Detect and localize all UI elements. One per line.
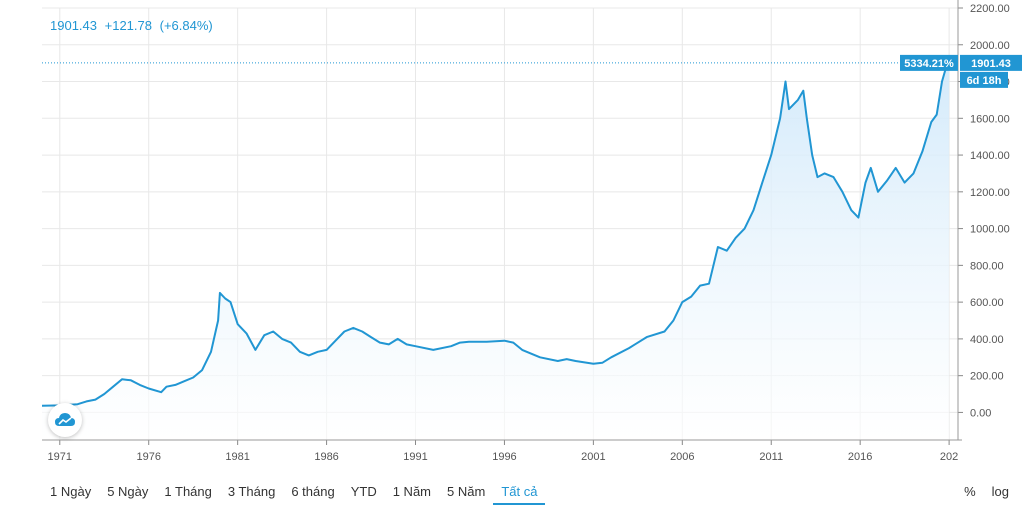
- y-tick-label: 1000.00: [970, 224, 1010, 236]
- x-tick-label: 2006: [670, 451, 694, 463]
- x-tick-label: 202: [940, 451, 958, 463]
- range-button-5[interactable]: YTD: [350, 483, 377, 499]
- x-tick-label: 1981: [225, 451, 249, 463]
- y-tick-label: 1200.00: [970, 187, 1010, 199]
- price-change: +121.78: [104, 18, 152, 33]
- countdown-tag-label: 6d 18h: [967, 75, 1002, 87]
- current-price: 1901.43: [50, 18, 97, 33]
- price-tag: [960, 54, 1022, 71]
- x-tick-label: 1976: [136, 451, 160, 463]
- x-tick-label: 2001: [581, 451, 605, 463]
- countdown-tag: [960, 71, 1008, 88]
- x-tick-label: 1986: [314, 451, 338, 463]
- chart-svg: 0.00 200.00 400.00 600.00 800.00 1000.00 1200.…: [41, 0, 1022, 463]
- y-tick-label: 1400.00: [970, 150, 1010, 162]
- log-scale-button[interactable]: log: [991, 483, 1009, 499]
- x-tick-label: 1971: [48, 451, 72, 463]
- range-button-0[interactable]: 1 Ngày: [50, 483, 92, 499]
- range-button-4[interactable]: 6 tháng: [291, 483, 335, 499]
- area-fill: [42, 62, 950, 441]
- percent-tag-label: 5334.21%: [904, 58, 954, 70]
- y-tick-label: 600.00: [970, 297, 1004, 309]
- x-tick-label: 2016: [848, 451, 872, 463]
- price-tags: 5334.21% 1901.43 6d 18h: [42, 54, 1022, 88]
- y-tick-label: 400.00: [970, 334, 1004, 346]
- price-change-percent: (+6.84%): [159, 18, 213, 33]
- price-summary: 1901.43 +121.78 (+6.84%): [50, 18, 217, 33]
- y-tick-label: 1600.00: [970, 113, 1010, 125]
- y-tick-label: 0.00: [970, 407, 991, 419]
- y-tick-label: 200.00: [970, 371, 1004, 383]
- cloud-icon[interactable]: [48, 403, 82, 437]
- percent-tag: [900, 54, 958, 71]
- range-button-1[interactable]: 5 Ngày: [107, 483, 149, 499]
- y-tick-label: 2000.00: [970, 40, 1010, 52]
- range-button-3[interactable]: 3 Tháng: [227, 483, 276, 499]
- range-button-7[interactable]: 5 Năm: [447, 483, 486, 499]
- range-button-6[interactable]: 1 Năm: [392, 483, 432, 499]
- y-tick-label: 2200.00: [970, 3, 1010, 15]
- range-button-8[interactable]: Tất cả: [493, 478, 546, 505]
- x-tick-label: 1996: [492, 451, 516, 463]
- range-selector: 1 Ngày 5 Ngày 1 Tháng 3 Tháng 6 tháng YTD 1 Nă…: [42, 474, 1017, 508]
- cloud-icon-shape: [55, 413, 75, 426]
- y-tick-label: 800.00: [970, 260, 1004, 272]
- series-line: [41, 61, 950, 407]
- area-series: [41, 61, 950, 441]
- range-button-2[interactable]: 1 Tháng: [164, 483, 212, 499]
- price-tag-label: 1901.43: [971, 58, 1011, 70]
- price-chart[interactable]: 0.00 200.00 400.00 600.00 800.00 1000.00 1200.…: [0, 0, 1026, 470]
- x-tick-label: 1991: [403, 451, 427, 463]
- percent-scale-button[interactable]: %: [964, 483, 976, 499]
- x-tick-label: 2011: [759, 451, 783, 463]
